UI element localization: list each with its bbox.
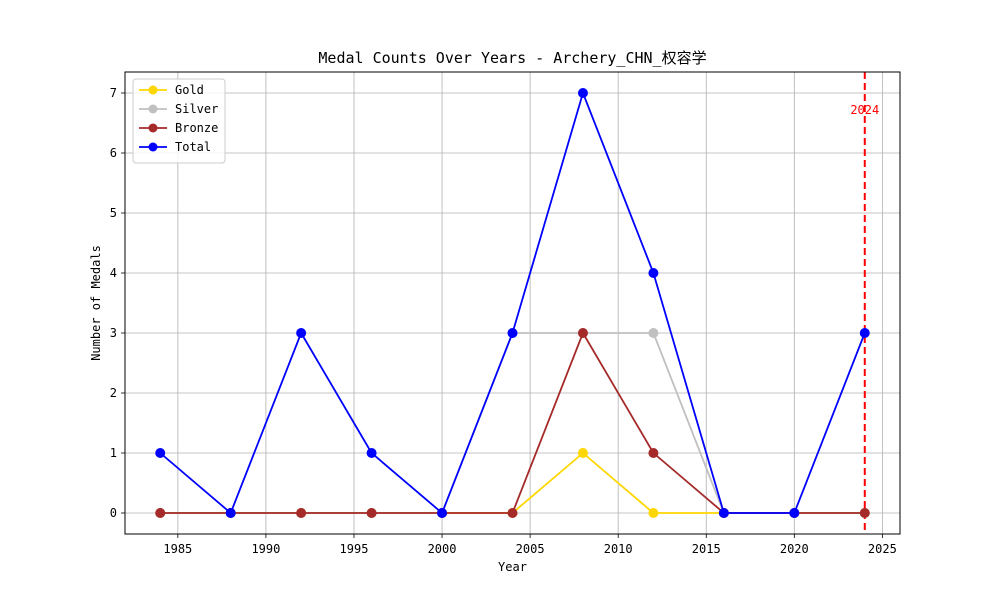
y-tick-label: 3	[110, 326, 117, 340]
x-tick-label: 2015	[692, 542, 721, 556]
data-point-total	[437, 508, 448, 518]
data-point-bronze	[859, 508, 870, 518]
data-point-total	[366, 448, 377, 458]
x-tick-label: 1990	[251, 542, 280, 556]
plot-frame	[124, 71, 901, 535]
data-point-total	[296, 328, 307, 338]
axes: 1985 1990 1995 2000 2005 2010 2015 2020 2025 0 1 2 3…	[110, 86, 897, 556]
series-total	[155, 88, 870, 518]
data-point-total	[225, 508, 236, 518]
data-point-bronze	[648, 448, 659, 458]
data-point-total	[577, 88, 588, 98]
x-tick-label: 2010	[604, 542, 633, 556]
y-tick-label: 7	[110, 86, 117, 100]
y-axis-label: Number of Medals	[89, 245, 103, 361]
data-point-gold	[648, 508, 659, 518]
data-point-bronze	[366, 508, 377, 518]
series-layer	[155, 88, 870, 518]
legend-label-total: Total	[175, 140, 211, 154]
chart-title: Medal Counts Over Years - Archery_CHN_权容…	[318, 49, 706, 67]
x-tick-label: 1995	[340, 542, 369, 556]
x-tick-label: 2020	[780, 542, 809, 556]
x-tick-label: 2005	[516, 542, 545, 556]
x-tick-label: 1985	[163, 542, 192, 556]
data-point-bronze	[155, 508, 166, 518]
data-point-total	[155, 448, 166, 458]
legend-marker-silver	[148, 104, 158, 114]
y-tick-label: 2	[110, 386, 117, 400]
legend-marker-bronze	[148, 123, 158, 133]
data-point-bronze	[296, 508, 307, 518]
y-tick-label: 5	[110, 206, 117, 220]
y-tick-label: 4	[110, 266, 117, 280]
legend-label-gold: Gold	[175, 83, 204, 97]
legend-marker-total	[148, 142, 158, 152]
data-point-bronze	[577, 328, 588, 338]
legend-label-bronze: Bronze	[175, 121, 218, 135]
data-point-total	[507, 328, 518, 338]
legend: Gold Silver Bronze Total	[132, 78, 226, 164]
data-point-total	[859, 328, 870, 338]
annotation-layer: 2024	[850, 72, 879, 534]
data-point-silver	[648, 328, 659, 338]
legend-label-silver: Silver	[175, 102, 218, 116]
legend-marker-gold	[148, 85, 158, 95]
data-point-total	[718, 508, 729, 518]
data-point-gold	[577, 448, 588, 458]
y-tick-label: 6	[110, 146, 117, 160]
x-axis-label: Year	[498, 560, 527, 574]
data-point-total	[789, 508, 800, 518]
data-point-total	[648, 268, 659, 278]
y-tick-label: 0	[110, 506, 117, 520]
x-tick-label: 2025	[868, 542, 897, 556]
legend-box	[132, 78, 226, 164]
y-tick-label: 1	[110, 446, 117, 460]
annotation-label-2024: 2024	[850, 103, 879, 117]
x-tick-label: 2000	[428, 542, 457, 556]
data-point-bronze	[507, 508, 518, 518]
